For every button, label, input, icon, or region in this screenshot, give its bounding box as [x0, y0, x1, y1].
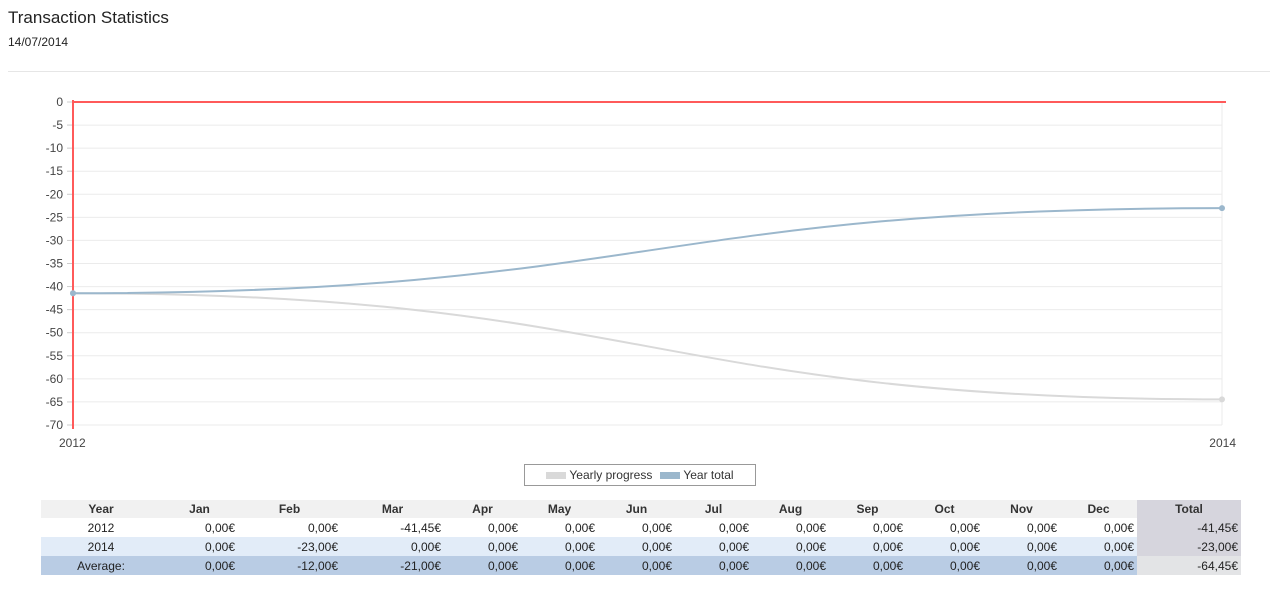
y-tick-label: 0 — [56, 95, 63, 109]
average-cell: 0,00€ — [675, 556, 752, 575]
column-header-apr: Apr — [444, 500, 521, 518]
month-cell: 0,00€ — [341, 537, 444, 556]
y-tick-label: -5 — [52, 118, 63, 132]
y-tick-label: -50 — [46, 326, 64, 340]
column-header-jan: Jan — [161, 500, 238, 518]
legend-swatch-yearly-progress — [546, 471, 567, 479]
column-header-sep: Sep — [829, 500, 906, 518]
month-cell: 0,00€ — [598, 537, 675, 556]
average-cell: -12,00€ — [238, 556, 341, 575]
transaction-table: Year Jan Feb Mar Apr May Jun Jul Aug Sep Oct Nov Dec… — [41, 500, 1241, 575]
column-header-total: Total — [1137, 500, 1241, 518]
average-cell: 0,00€ — [906, 556, 983, 575]
average-cell: 0,00€ — [752, 556, 829, 575]
month-cell: 0,00€ — [238, 518, 341, 537]
average-cell: 0,00€ — [1060, 556, 1137, 575]
month-cell: 0,00€ — [906, 518, 983, 537]
table-row: 2014 0,00€ -23,00€ 0,00€ 0,00€ 0,00€ 0,00€ 0,00… — [41, 537, 1241, 556]
transaction-line-chart: 0 -5 -10 -15 -20 -25 -30 -35 -40 -45 -50 -55 -60 -65 -… — [46, 95, 1237, 450]
header-divider — [8, 71, 1270, 72]
y-tick-label: -40 — [46, 280, 64, 294]
month-cell: 0,00€ — [675, 518, 752, 537]
month-cell: 0,00€ — [675, 537, 752, 556]
y-tick-label: -60 — [46, 372, 64, 386]
month-cell: 0,00€ — [161, 518, 238, 537]
column-header-jul: Jul — [675, 500, 752, 518]
series-line-year-total — [72, 207, 1223, 295]
average-label: Average: — [41, 556, 161, 575]
month-cell: 0,00€ — [829, 518, 906, 537]
month-cell: 0,00€ — [161, 537, 238, 556]
month-cell: 0,00€ — [983, 537, 1060, 556]
total-cell: -23,00€ — [1137, 537, 1241, 556]
average-cell: 0,00€ — [521, 556, 598, 575]
y-tick-label: -15 — [46, 164, 64, 178]
total-cell: -41,45€ — [1137, 518, 1241, 537]
table-header-row: Year Jan Feb Mar Apr May Jun Jul Aug Sep Oct Nov Dec… — [41, 500, 1241, 518]
column-header-nov: Nov — [983, 500, 1060, 518]
average-cell: 0,00€ — [983, 556, 1060, 575]
average-cell: 0,00€ — [444, 556, 521, 575]
legend-item-yearly-progress[interactable]: Yearly progress — [546, 468, 652, 482]
column-header-aug: Aug — [752, 500, 829, 518]
data-point-year-total — [1219, 205, 1225, 212]
y-tick-label: -45 — [46, 303, 64, 317]
chart-legend: Yearly progress Year total — [524, 464, 756, 486]
legend-label-yearly-progress: Yearly progress — [569, 468, 653, 482]
x-tick-label: 2014 — [1209, 436, 1236, 450]
table-row: 2012 0,00€ 0,00€ -41,45€ 0,00€ 0,00€ 0,00€ 0,00… — [41, 518, 1241, 537]
legend-item-year-total[interactable]: Year total — [660, 468, 734, 482]
month-cell: 0,00€ — [906, 537, 983, 556]
y-tick-label: -35 — [46, 257, 64, 271]
report-date: 14/07/2014 — [8, 35, 69, 49]
column-header-mar: Mar — [341, 500, 444, 518]
average-cell: 0,00€ — [598, 556, 675, 575]
average-cell: -21,00€ — [341, 556, 444, 575]
month-cell: 0,00€ — [598, 518, 675, 537]
month-cell: 0,00€ — [752, 537, 829, 556]
month-cell: -41,45€ — [341, 518, 444, 537]
x-tick-label: 2012 — [59, 436, 86, 450]
month-cell: 0,00€ — [1060, 518, 1137, 537]
y-tick-label: -55 — [46, 349, 64, 363]
column-header-oct: Oct — [906, 500, 983, 518]
y-tick-label: -25 — [46, 210, 64, 224]
y-tick-label: -70 — [46, 418, 64, 432]
average-cell: 0,00€ — [829, 556, 906, 575]
legend-label-year-total: Year total — [683, 468, 734, 482]
y-tick-label: -30 — [46, 233, 64, 247]
data-point-year-total — [70, 290, 76, 297]
column-header-dec: Dec — [1060, 500, 1137, 518]
y-tick-label: -20 — [46, 187, 64, 201]
month-cell: -23,00€ — [238, 537, 341, 556]
month-cell: 0,00€ — [521, 518, 598, 537]
month-cell: 0,00€ — [752, 518, 829, 537]
month-cell: 0,00€ — [521, 537, 598, 556]
y-tick-label: -10 — [46, 141, 64, 155]
series-line-yearly-progress — [72, 292, 1223, 401]
average-cell: 0,00€ — [161, 556, 238, 575]
year-cell: 2012 — [41, 518, 161, 537]
column-header-jun: Jun — [598, 500, 675, 518]
y-tick-label: -65 — [46, 395, 64, 409]
month-cell: 0,00€ — [444, 518, 521, 537]
month-cell: 0,00€ — [829, 537, 906, 556]
column-header-feb: Feb — [238, 500, 341, 518]
page-title: Transaction Statistics — [8, 8, 169, 27]
legend-swatch-year-total — [660, 471, 681, 479]
total-cell: -64,45€ — [1137, 556, 1241, 575]
average-row: Average: 0,00€ -12,00€ -21,00€ 0,00€ 0,00€ 0,0… — [41, 556, 1241, 575]
year-cell: 2014 — [41, 537, 161, 556]
month-cell: 0,00€ — [1060, 537, 1137, 556]
month-cell: 0,00€ — [444, 537, 521, 556]
column-header-may: May — [521, 500, 598, 518]
column-header-year: Year — [41, 500, 161, 518]
data-point-yearly-progress — [1219, 396, 1225, 403]
month-cell: 0,00€ — [983, 518, 1060, 537]
